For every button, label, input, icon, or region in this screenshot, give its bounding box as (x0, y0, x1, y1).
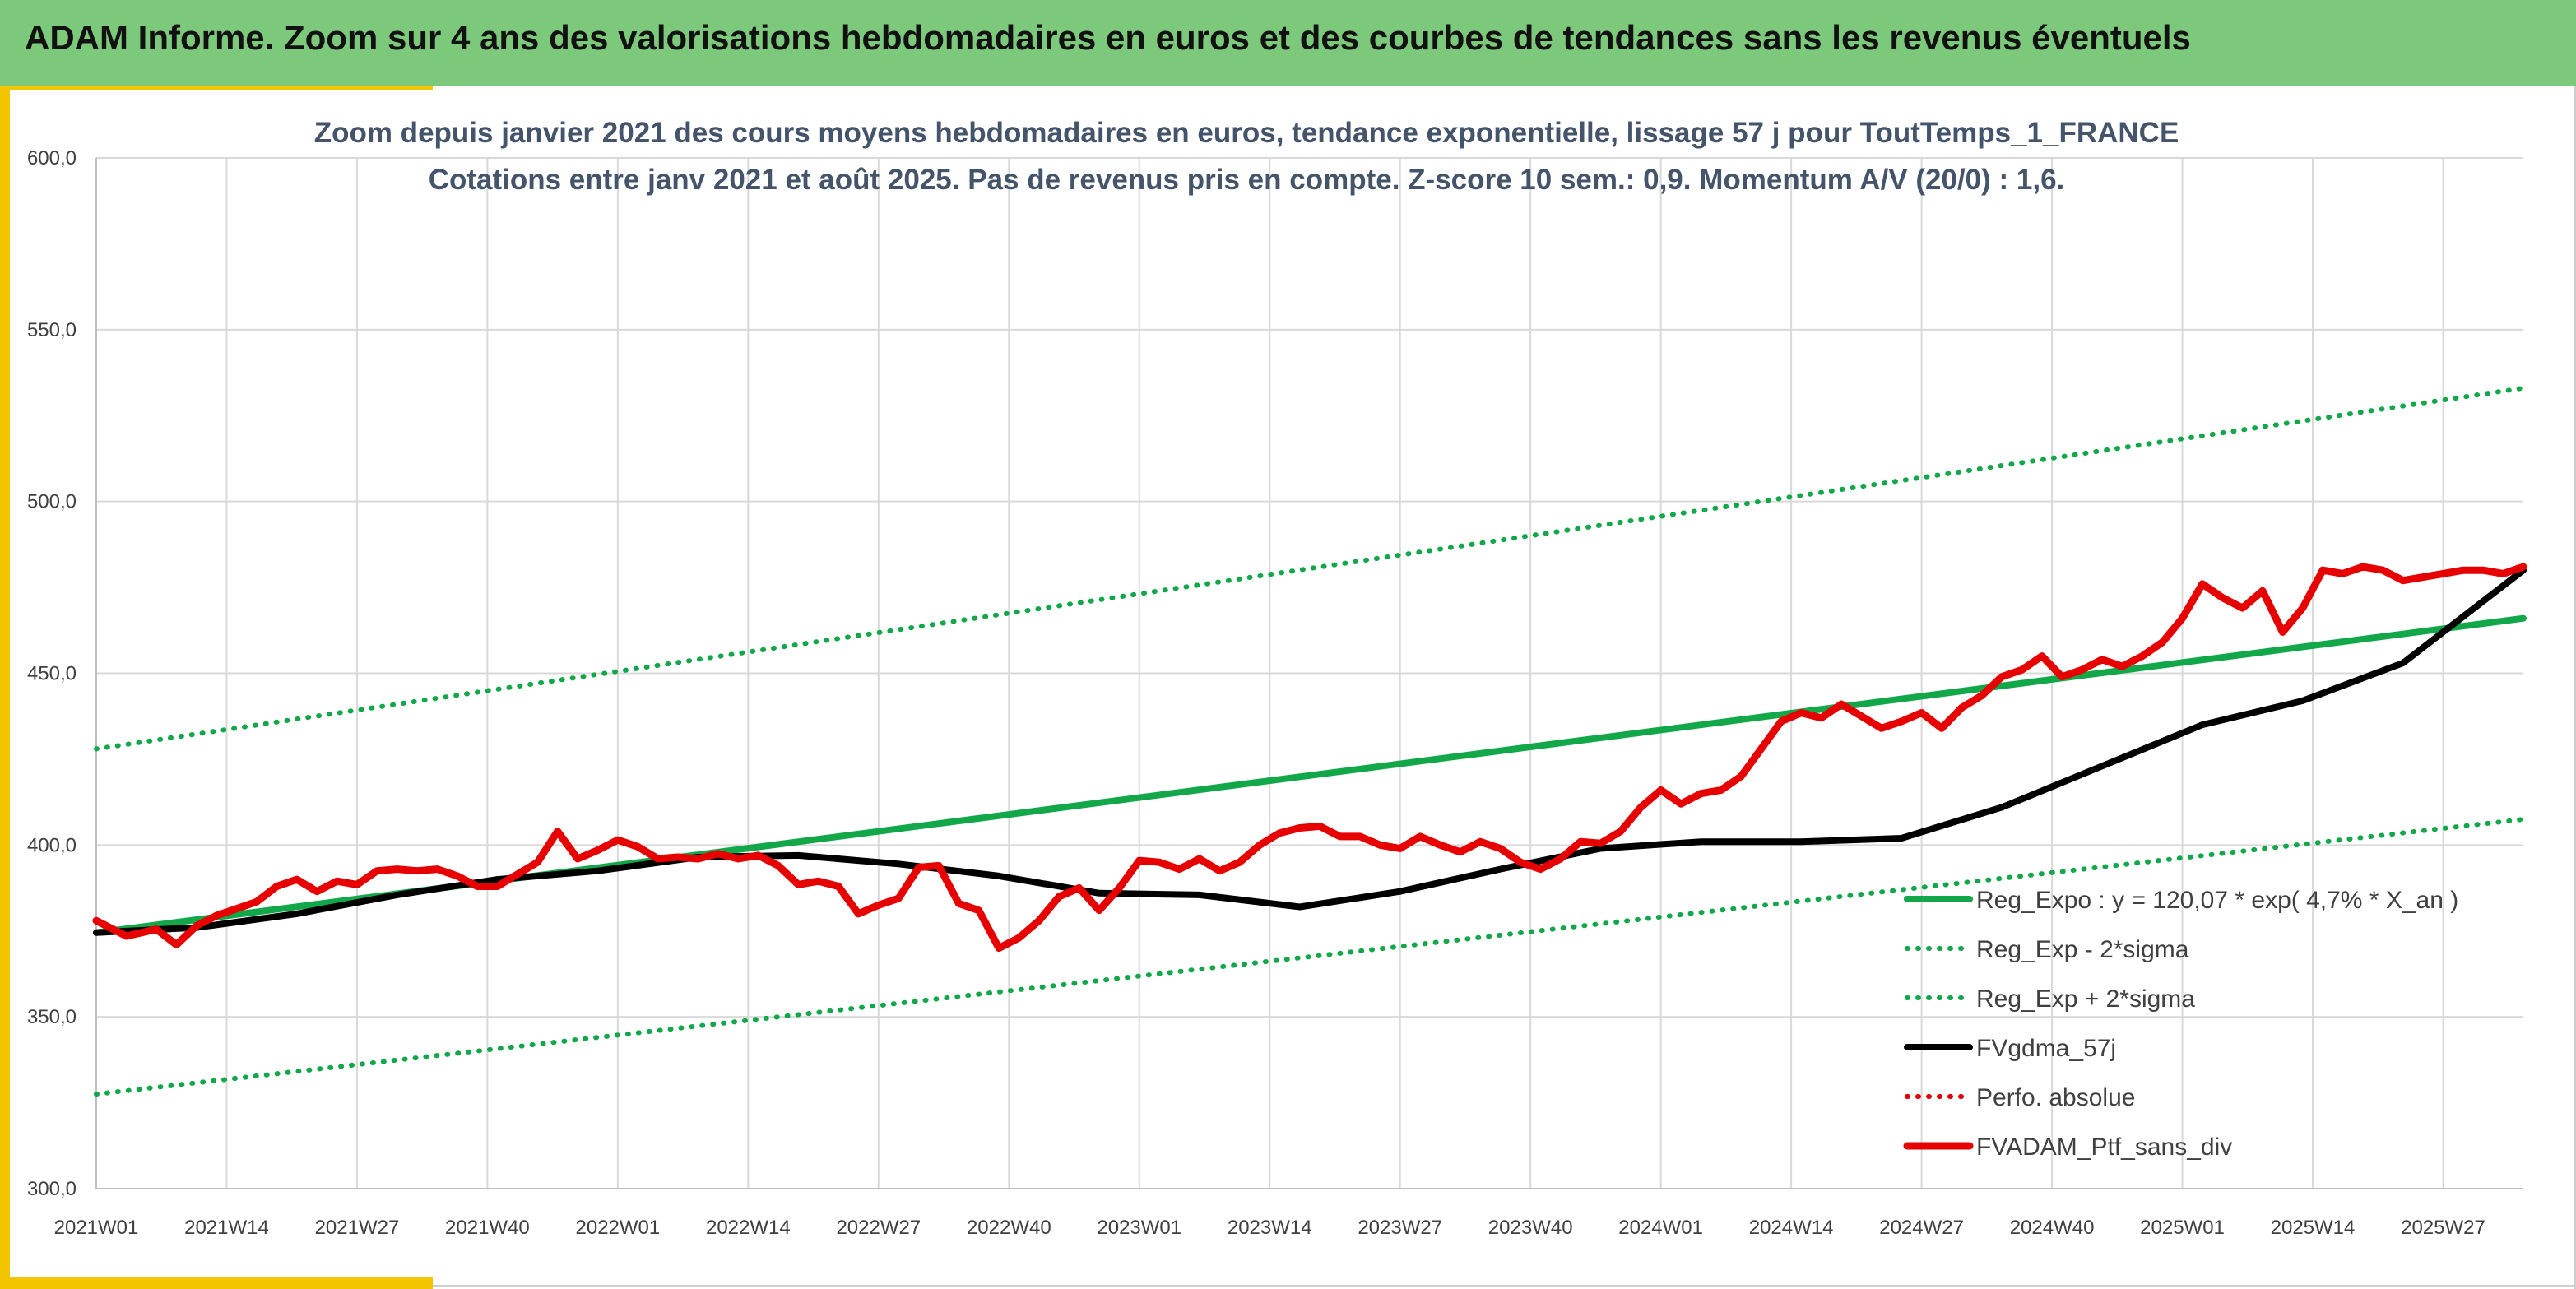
y-tick-label: 300,0 (27, 1178, 77, 1200)
y-axis-ticks: 300,0 350,0 400,0 450,0 500,0 550,0 600,0 (27, 147, 77, 1200)
x-axis-ticks: 2021W01 2021W14 2021W27 2021W40 2022W01 2022W… (54, 1217, 2485, 1239)
chart-title: Zoom depuis janvier 2021 des cours moyen… (314, 117, 2179, 149)
right-border (2574, 86, 2576, 1289)
y-tick-label: 550,0 (27, 319, 77, 341)
x-tick-label: 2021W14 (184, 1217, 269, 1239)
x-tick-label: 2022W40 (967, 1217, 1051, 1239)
y-tick-label: 400,0 (27, 834, 77, 856)
left-accent-bar (0, 86, 10, 1289)
legend-label: Reg_Expo : y = 120,07 * exp( 4,7% * X_an… (1976, 887, 2458, 914)
x-tick-label: 2023W14 (1228, 1217, 1312, 1239)
x-tick-label: 2023W27 (1358, 1217, 1442, 1239)
x-tick-label: 2022W27 (836, 1217, 921, 1239)
x-tick-label: 2023W40 (1488, 1217, 1573, 1239)
bottom-border (433, 1285, 2576, 1287)
legend: Reg_Expo : y = 120,07 * exp( 4,7% * X_an… (1903, 887, 2458, 1161)
x-tick-label: 2022W14 (706, 1217, 791, 1239)
legend-label: FVADAM_Ptf_sans_div (1976, 1134, 2232, 1161)
legend-label: Perfo. absolue (1976, 1084, 2135, 1111)
top-accent-bar (0, 86, 433, 90)
y-tick-label: 350,0 (27, 1006, 77, 1028)
x-tick-label: 2023W01 (1097, 1217, 1181, 1239)
chart-subtitle: Cotations entre janv 2021 et août 2025. … (429, 164, 2065, 196)
x-tick-label: 2024W40 (2010, 1217, 2095, 1239)
x-tick-label: 2024W27 (1879, 1217, 1964, 1239)
y-tick-label: 450,0 (27, 663, 77, 685)
series-line-5 (92, 563, 2527, 953)
x-tick-label: 2025W01 (2140, 1217, 2225, 1239)
x-tick-label: 2025W27 (2401, 1217, 2485, 1239)
series-line-1 (94, 817, 2526, 1097)
y-tick-label: 600,0 (27, 147, 77, 169)
y-tick-label: 500,0 (27, 491, 77, 513)
series-line-2 (94, 385, 2526, 752)
x-tick-label: 2022W01 (576, 1217, 661, 1239)
axes (95, 158, 2523, 1189)
x-tick-label: 2021W01 (54, 1217, 139, 1239)
legend-label: Reg_Exp - 2*sigma (1976, 936, 2189, 963)
legend-label: Reg_Exp + 2*sigma (1976, 985, 2195, 1013)
series-lines (92, 385, 2527, 1097)
header-banner: ADAM Informe. Zoom sur 4 ans des valoris… (0, 0, 2576, 86)
x-tick-label: 2021W40 (445, 1217, 530, 1239)
banner-title: ADAM Informe. Zoom sur 4 ans des valoris… (25, 18, 2191, 57)
x-tick-label: 2024W01 (1618, 1217, 1703, 1239)
grid-lines (95, 157, 2523, 1189)
x-tick-label: 2025W14 (2271, 1217, 2356, 1239)
legend-label: FVgdma_57j (1976, 1035, 2116, 1062)
bottom-accent-bar (0, 1277, 433, 1289)
series-line-3 (93, 567, 2527, 936)
x-tick-label: 2024W14 (1749, 1217, 1834, 1239)
x-tick-label: 2021W27 (315, 1217, 400, 1239)
